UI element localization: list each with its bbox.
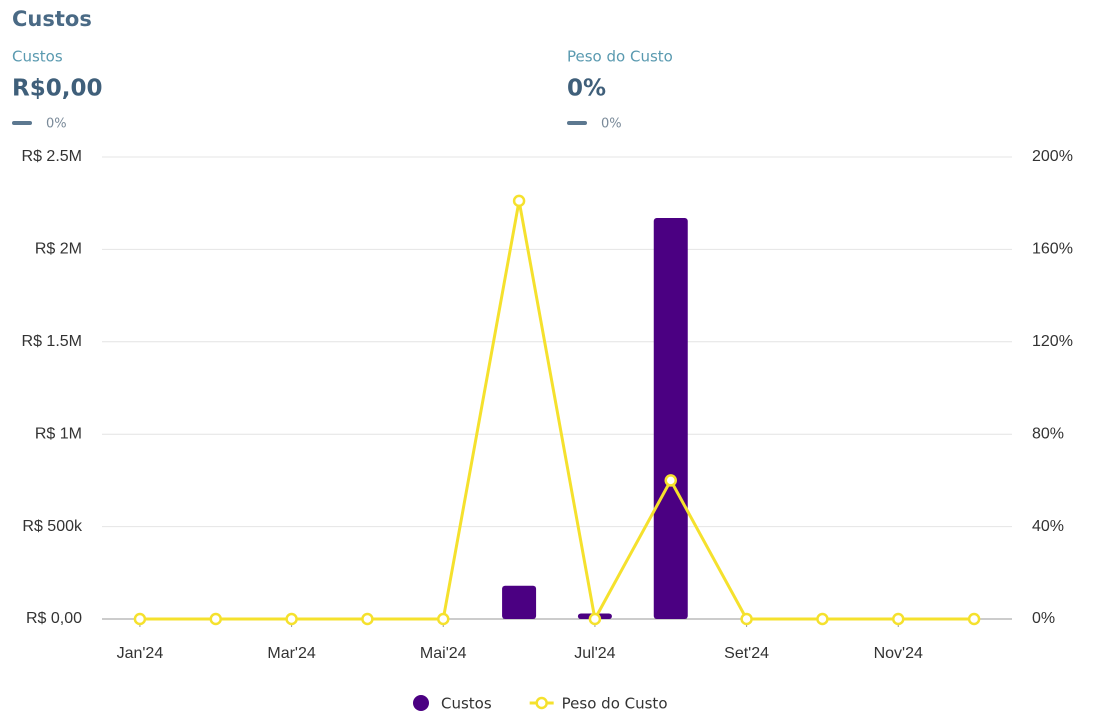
y2-tick-label: 0% xyxy=(1032,610,1055,627)
page-title: Custos xyxy=(12,7,92,31)
y2-tick-label: 160% xyxy=(1032,241,1073,258)
kpi-change-icon xyxy=(567,121,587,125)
line-point xyxy=(740,612,753,626)
kpi-value: 0% xyxy=(567,76,606,102)
legend-label: Custos xyxy=(441,695,492,713)
line-point xyxy=(892,612,905,626)
kpi-change: 0% xyxy=(46,117,67,132)
kpi-value: R$0,00 xyxy=(12,76,102,102)
line-point xyxy=(361,612,374,626)
y2-tick-label: 40% xyxy=(1032,518,1064,535)
y2-tick-label: 200% xyxy=(1032,148,1073,165)
bar xyxy=(502,585,537,619)
line-point xyxy=(664,474,677,487)
y-tick-label: R$ 0,00 xyxy=(26,610,82,627)
y-tick-label: R$ 2.5M xyxy=(22,148,82,165)
kpi-label: Peso do Custo xyxy=(567,48,673,66)
y2-tick-label: 80% xyxy=(1032,425,1064,442)
y-tick-label: R$ 1M xyxy=(35,425,82,442)
kpi-label: Custos xyxy=(12,48,63,66)
legend-label: Peso do Custo xyxy=(562,695,668,713)
line-point xyxy=(588,612,602,626)
y-tick-label: R$ 2M xyxy=(35,241,82,258)
line-point xyxy=(512,194,526,208)
y-tick-label: R$ 500k xyxy=(22,518,83,535)
line-point xyxy=(209,612,222,626)
line-point xyxy=(133,612,147,626)
line-point xyxy=(967,612,981,626)
line-point xyxy=(285,612,298,626)
legend-marker xyxy=(413,695,429,711)
line-point xyxy=(816,612,829,626)
x-tick-label: Jul'24 xyxy=(574,645,615,662)
bar xyxy=(653,217,688,619)
x-tick-label: Mar'24 xyxy=(267,645,316,662)
line xyxy=(139,200,975,624)
line-point xyxy=(437,612,450,626)
x-tick-label: Mai'24 xyxy=(420,645,467,662)
x-tick-label: Nov'24 xyxy=(874,645,923,662)
x-tick-label: Jan'24 xyxy=(117,645,164,662)
legend-marker xyxy=(535,696,548,710)
y-tick-label: R$ 1.5M xyxy=(22,333,82,350)
kpi-change-icon xyxy=(12,121,32,125)
x-tick-label: Set'24 xyxy=(724,645,769,662)
kpi-change: 0% xyxy=(601,117,622,132)
y2-tick-label: 120% xyxy=(1032,333,1073,350)
